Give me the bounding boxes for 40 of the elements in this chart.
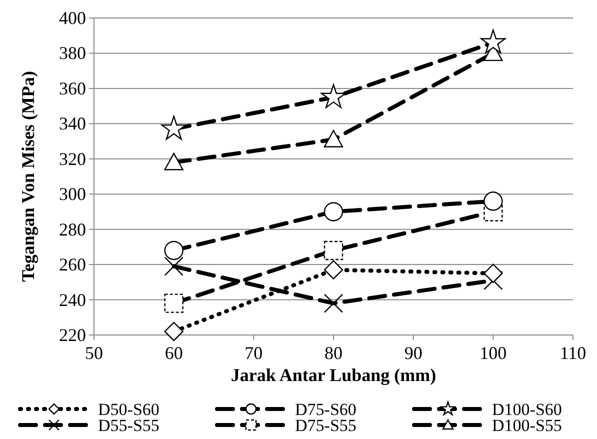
point xyxy=(324,202,344,222)
point xyxy=(164,256,184,276)
x-tick-label: 50 xyxy=(85,343,103,363)
legend-label: D75-S55 xyxy=(295,416,356,435)
point xyxy=(164,322,184,342)
y-tick-label: 340 xyxy=(59,114,86,134)
point xyxy=(324,294,344,313)
y-tick-label: 220 xyxy=(59,325,86,345)
y-tick-label: 260 xyxy=(59,254,86,275)
y-tick-label: 240 xyxy=(59,290,86,310)
point xyxy=(480,29,506,54)
y-tick-label: 300 xyxy=(59,184,86,204)
point xyxy=(320,84,346,108)
point xyxy=(164,240,184,260)
y-axis-title: Tegangan Von Mises (MPa) xyxy=(18,71,38,282)
y-tick-label: 360 xyxy=(59,78,86,98)
legend-label: D50-S60 xyxy=(98,400,160,419)
point xyxy=(484,264,503,283)
x-tick-label: 100 xyxy=(480,343,507,363)
x-tick-label: 110 xyxy=(560,343,586,363)
y-tick-label: 380 xyxy=(59,43,86,64)
y-tick-label: 320 xyxy=(59,148,86,169)
point xyxy=(161,116,186,140)
legend-label: D75-S60 xyxy=(295,400,356,419)
point xyxy=(324,130,344,148)
x-axis-title: Jarak Antar Lubang (mm) xyxy=(230,365,436,385)
x-tick-label: 60 xyxy=(164,343,183,363)
point xyxy=(484,192,503,211)
legend-label: D100-S60 xyxy=(492,400,562,419)
y-tick-label: 280 xyxy=(59,219,86,240)
x-tick-label: 70 xyxy=(244,343,263,363)
point xyxy=(324,260,344,280)
legend-label: D100-S55 xyxy=(492,416,562,435)
point xyxy=(164,294,184,313)
point xyxy=(324,240,344,260)
y-tick-label: 400 xyxy=(59,8,86,28)
point xyxy=(164,152,184,170)
legend-label: D55-S55 xyxy=(98,416,160,435)
x-tick-label: 80 xyxy=(324,343,342,363)
x-tick-label: 90 xyxy=(404,343,422,363)
